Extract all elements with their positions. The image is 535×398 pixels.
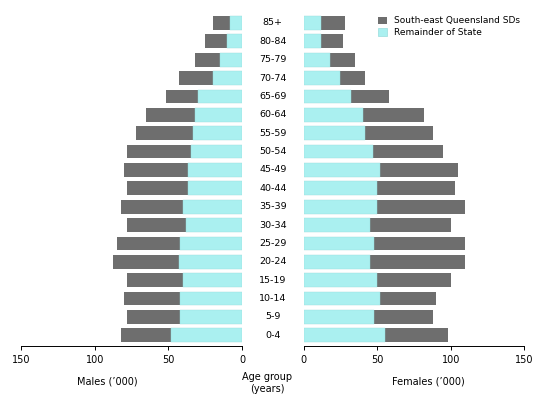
Text: 50-54: 50-54 — [259, 147, 287, 156]
Bar — [304, 181, 377, 195]
Bar — [304, 328, 385, 342]
Text: 40-44: 40-44 — [259, 184, 287, 193]
Bar — [230, 16, 242, 30]
Bar — [188, 181, 242, 195]
Bar — [127, 310, 242, 324]
Text: 35-39: 35-39 — [259, 202, 287, 211]
Bar — [304, 310, 433, 324]
Bar — [127, 181, 242, 195]
Bar — [220, 53, 242, 66]
Text: 75-79: 75-79 — [259, 55, 287, 64]
Text: 30-34: 30-34 — [259, 220, 287, 230]
Text: 80-84: 80-84 — [259, 37, 287, 46]
Bar — [304, 292, 380, 305]
Bar — [194, 126, 242, 140]
Bar — [136, 126, 242, 140]
Bar — [186, 218, 242, 232]
Bar — [304, 71, 340, 85]
Bar — [304, 144, 444, 158]
Bar — [304, 16, 345, 30]
Bar — [205, 35, 242, 48]
Text: Males (’000): Males (’000) — [77, 376, 137, 386]
Bar — [112, 255, 242, 269]
Bar — [180, 292, 242, 305]
Text: 10-14: 10-14 — [259, 294, 287, 303]
Bar — [212, 71, 242, 85]
Bar — [227, 35, 242, 48]
Bar — [304, 126, 433, 140]
Bar — [127, 218, 242, 232]
Bar — [304, 236, 374, 250]
Bar — [165, 90, 242, 103]
Text: 25-29: 25-29 — [259, 239, 287, 248]
Bar — [190, 144, 242, 158]
Bar — [304, 292, 436, 305]
Bar — [179, 71, 242, 85]
Bar — [304, 181, 455, 195]
Bar — [304, 71, 365, 85]
Bar — [183, 200, 242, 214]
Bar — [124, 292, 242, 305]
Text: 5-9: 5-9 — [265, 312, 280, 321]
Bar — [121, 200, 242, 214]
Bar — [195, 53, 242, 66]
Bar — [212, 16, 242, 30]
Bar — [304, 90, 351, 103]
Bar — [171, 328, 242, 342]
Text: 65-69: 65-69 — [259, 92, 287, 101]
Bar — [304, 255, 370, 269]
Bar — [198, 90, 242, 103]
Bar — [304, 90, 389, 103]
Text: Females (’000): Females (’000) — [392, 376, 464, 386]
Bar — [304, 126, 365, 140]
Bar — [117, 236, 242, 250]
Bar — [127, 144, 242, 158]
Bar — [147, 108, 242, 122]
Bar — [304, 273, 451, 287]
Bar — [304, 108, 363, 122]
Bar — [304, 163, 458, 177]
Bar — [304, 53, 355, 66]
Bar — [304, 273, 377, 287]
Bar — [304, 16, 322, 30]
Bar — [180, 236, 242, 250]
Bar — [179, 255, 242, 269]
Text: 70-74: 70-74 — [259, 74, 287, 82]
Bar — [304, 218, 451, 232]
Bar — [304, 35, 322, 48]
Bar — [304, 53, 330, 66]
Text: 20-24: 20-24 — [259, 257, 287, 266]
Bar — [304, 236, 465, 250]
Text: Age group
(years): Age group (years) — [242, 373, 293, 394]
Text: 60-64: 60-64 — [259, 110, 287, 119]
Bar — [304, 144, 373, 158]
Bar — [195, 108, 242, 122]
Bar — [304, 108, 424, 122]
Bar — [304, 255, 465, 269]
Bar — [304, 218, 370, 232]
Text: 0-4: 0-4 — [265, 331, 280, 340]
Text: 55-59: 55-59 — [259, 129, 287, 138]
Bar — [124, 163, 242, 177]
Bar — [127, 273, 242, 287]
Bar — [304, 200, 465, 214]
Bar — [304, 163, 380, 177]
Bar — [121, 328, 242, 342]
Bar — [183, 273, 242, 287]
Text: 45-49: 45-49 — [259, 166, 287, 174]
Text: 85+: 85+ — [263, 18, 283, 27]
Bar — [188, 163, 242, 177]
Bar — [304, 35, 343, 48]
Bar — [304, 200, 377, 214]
Bar — [180, 310, 242, 324]
Text: 15-19: 15-19 — [259, 276, 287, 285]
Bar — [304, 328, 448, 342]
Legend: South-east Queensland SDs, Remainder of State: South-east Queensland SDs, Remainder of … — [374, 13, 523, 41]
Bar — [304, 310, 374, 324]
